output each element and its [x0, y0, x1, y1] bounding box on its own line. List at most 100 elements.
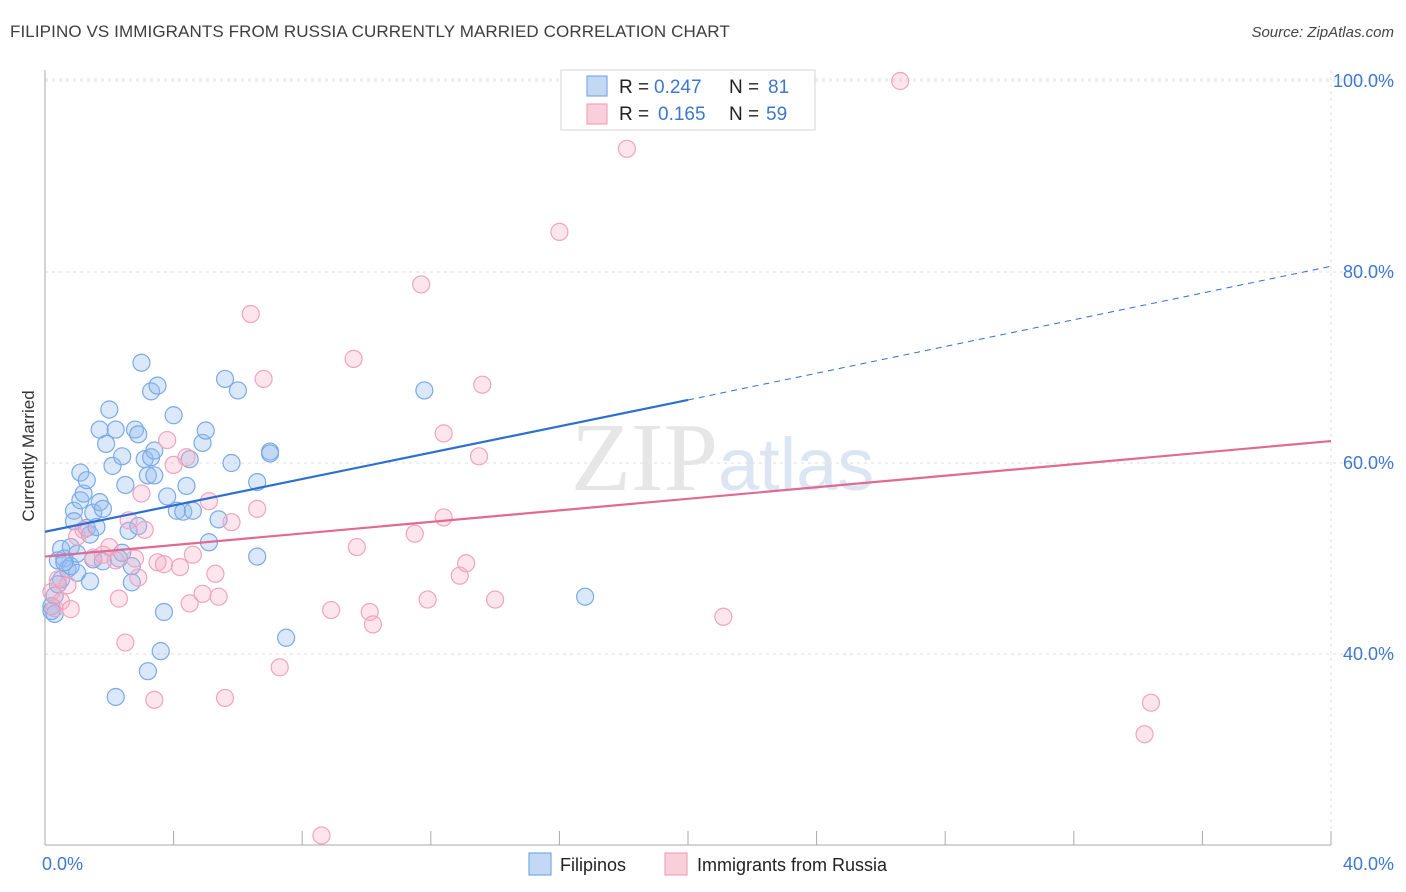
y-tick-labels: 40.0% 60.0% 80.0% 100.0%: [1333, 71, 1394, 664]
point-0-57: [180, 450, 199, 469]
point-1-28: [193, 584, 212, 603]
point-0-53: [164, 406, 183, 425]
axes: [44, 70, 1332, 846]
watermark-zip: ZIP: [571, 404, 718, 512]
bottom-legend-label-filipinos: Filipinos: [560, 855, 626, 875]
point-0-35: [116, 475, 135, 495]
point-0-72: [48, 575, 67, 594]
point-0-71: [42, 601, 61, 621]
legend-box: R = 0.247 N = 81 R = 0.165 N = 59: [560, 69, 816, 131]
bottom-legend-swatch-filipinos: [528, 852, 552, 876]
y-tick-label-0: 40.0%: [1343, 644, 1394, 664]
point-1-11: [106, 551, 125, 570]
point-0-48: [145, 466, 164, 485]
point-0-77: [576, 587, 595, 606]
point-0-67: [248, 547, 267, 566]
y-tick-label-3: 100.0%: [1333, 71, 1394, 91]
point-1-18: [135, 520, 154, 539]
point-0-60: [196, 421, 215, 440]
point-1-26: [180, 594, 199, 613]
chart-source: Source: ZipAtlas.com: [1251, 24, 1394, 41]
point-0-69: [260, 444, 280, 463]
point-1-58: [1141, 693, 1161, 712]
point-1-12: [109, 589, 129, 608]
point-1-51: [469, 447, 489, 466]
point-0-75: [138, 662, 157, 681]
point-1-37: [270, 658, 289, 677]
point-0-29: [100, 400, 119, 419]
point-0-18: [77, 471, 96, 490]
point-0-63: [215, 369, 235, 389]
point-1-48: [434, 508, 453, 527]
point-0-47: [145, 441, 164, 460]
point-1-43: [363, 615, 383, 634]
point-1-19: [145, 690, 164, 709]
point-0-42: [132, 353, 151, 372]
legend-r-label-1: R =: [619, 77, 649, 98]
chart-title: FILIPINO VS IMMIGRANTS FROM RUSSIA CURRE…: [10, 22, 730, 41]
y-axis-label: Currently Married: [19, 390, 38, 521]
point-0-65: [228, 381, 247, 400]
point-0-76: [415, 381, 434, 400]
point-1-45: [412, 275, 431, 294]
point-1-24: [170, 557, 190, 577]
point-0-28: [96, 434, 116, 453]
point-1-21: [154, 555, 174, 574]
legend-r-value-2: 0.165: [658, 104, 706, 125]
point-1-15: [125, 549, 145, 568]
point-0-33: [113, 447, 132, 466]
point-0-26: [93, 499, 112, 518]
point-0-40: [129, 425, 148, 444]
point-0-50: [151, 642, 170, 661]
point-1-30: [206, 564, 225, 583]
watermark-atlas: atlas: [718, 423, 874, 506]
trend-line-1: [44, 439, 1332, 558]
point-1-33: [222, 513, 241, 532]
y-tick-label-1: 60.0%: [1343, 453, 1394, 473]
point-0-36: [119, 521, 138, 540]
point-1-2: [48, 570, 67, 589]
point-0-56: [177, 476, 196, 496]
point-0-16: [74, 484, 93, 503]
bottom-legend-label-russia: Immigrants from Russia: [697, 855, 888, 875]
legend-swatch-russia: [586, 103, 608, 125]
legend-n-value-2: 59: [766, 104, 787, 125]
point-1-47: [434, 424, 453, 443]
x-tick-label-min: 0.0%: [42, 854, 83, 874]
point-1-32: [215, 688, 235, 708]
point-1-36: [254, 369, 273, 389]
point-0-9: [61, 537, 80, 557]
point-1-56: [714, 607, 733, 626]
point-1-34: [241, 304, 260, 324]
point-0-14: [71, 463, 90, 482]
point-1-52: [473, 375, 492, 394]
x-tick-label-max: 40.0%: [1343, 854, 1394, 874]
trend-line-extension-0: [687, 265, 1332, 401]
point-0-49: [148, 376, 167, 395]
point-1-57: [891, 71, 910, 91]
point-1-27: [183, 545, 202, 564]
y-tick-label-2: 80.0%: [1343, 262, 1394, 282]
point-0-70: [277, 628, 296, 647]
legend-swatch-filipinos: [586, 75, 608, 97]
point-1-41: [347, 537, 366, 557]
point-1-44: [405, 524, 424, 543]
legend-r-label-2: R =: [619, 104, 649, 125]
legend-n-value-1: 81: [768, 77, 789, 98]
point-0-31: [106, 420, 125, 439]
point-0-64: [222, 453, 241, 473]
point-1-53: [486, 590, 505, 609]
bottom-legend-swatch-russia: [664, 852, 688, 876]
data-points: [42, 71, 1161, 845]
point-0-10: [64, 501, 84, 520]
point-1-59: [1135, 725, 1154, 744]
point-0-19: [80, 572, 100, 591]
legend-n-label-1: N =: [729, 77, 759, 98]
point-1-35: [248, 499, 267, 518]
point-1-4: [58, 576, 77, 595]
bottom-legend: Filipinos Immigrants from Russia: [528, 852, 888, 876]
legend-r-value-1: 0.247: [654, 77, 702, 98]
point-1-6: [68, 527, 87, 546]
point-1-46: [418, 590, 437, 609]
